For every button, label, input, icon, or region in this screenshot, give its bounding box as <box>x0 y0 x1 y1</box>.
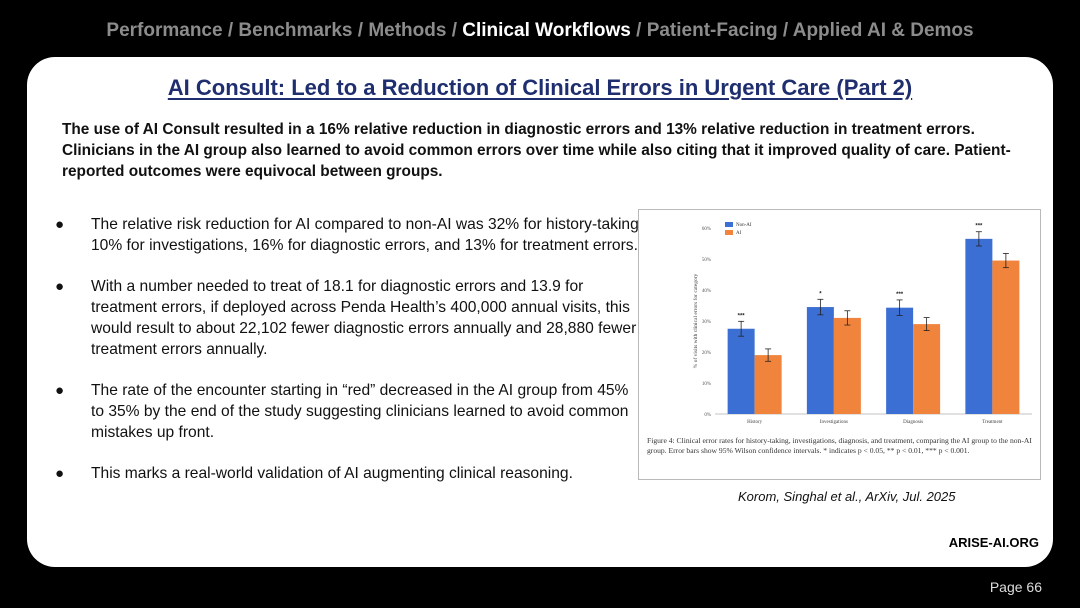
nav-separator: / <box>630 20 647 41</box>
legend-swatch-ai <box>725 230 733 235</box>
bullet-dot-icon: ● <box>55 382 65 399</box>
figure-caption: Figure 4: Clinical error rates for histo… <box>647 436 1032 455</box>
significance-label: *** <box>738 313 746 319</box>
bar-ai <box>913 324 941 414</box>
bullet-list: ● The relative risk reduction for AI comp… <box>55 214 645 504</box>
bullet-dot-icon: ● <box>55 216 65 233</box>
bullet-text: This marks a real-world validation of AI… <box>91 465 573 482</box>
x-tick-label: Treatment <box>982 420 1003 425</box>
y-tick-label: 30% <box>702 320 711 325</box>
y-tick-label: 10% <box>702 382 711 387</box>
chart-figure: 0% 10% 20% 30% 40% 50% 60% % of visits with cli… <box>638 209 1041 480</box>
bar-non-ai <box>886 307 914 414</box>
bullet-dot-icon: ● <box>55 465 65 482</box>
y-tick-label: 50% <box>702 258 711 263</box>
section-breadcrumb: Performance / Benchmarks / Methods / Cli… <box>0 20 1080 42</box>
legend-swatch-non-ai <box>725 222 733 227</box>
bullet-item: ● The relative risk reduction for AI comp… <box>55 214 645 256</box>
bar-ai <box>992 260 1020 414</box>
nav-item-benchmarks[interactable]: Benchmarks <box>238 20 353 41</box>
bullet-item: ● With a number needed to treat of 18.1 f… <box>55 276 645 360</box>
bullet-item: ● The rate of the encounter starting in “… <box>55 380 645 443</box>
nav-separator: / <box>446 20 463 41</box>
y-tick-label: 20% <box>702 351 711 356</box>
bar-ai <box>833 317 861 414</box>
legend-label: AI <box>736 231 742 236</box>
y-tick-label: 60% <box>702 227 711 232</box>
nav-item-patient-facing[interactable]: Patient-Facing <box>646 20 778 41</box>
bullet-dot-icon: ● <box>55 278 65 295</box>
legend-label: Non-AI <box>736 223 752 228</box>
page-number: Page 66 <box>989 579 1042 595</box>
significance-label: *** <box>975 224 983 230</box>
nav-item-clinical-workflows[interactable]: Clinical Workflows <box>462 20 631 41</box>
bar-non-ai <box>727 328 755 414</box>
x-tick-label: Diagnosis <box>903 420 923 425</box>
y-axis-label: % of visits with clinical errors for cat… <box>692 273 699 368</box>
bullet-item: ● This marks a real-world validation of A… <box>55 463 645 484</box>
y-tick-label: 0% <box>704 413 711 418</box>
bullet-text: The relative risk reduction for AI compa… <box>91 216 644 254</box>
bar-non-ai <box>806 307 834 414</box>
bar-ai <box>754 355 782 414</box>
y-tick-label: 40% <box>702 289 711 294</box>
bar-chart: 0% 10% 20% 30% 40% 50% 60% % of visits with cli… <box>692 222 1032 425</box>
significance-label: * <box>819 291 822 297</box>
bullet-text: The rate of the encounter starting in “r… <box>91 382 629 441</box>
slide-card: AI Consult: Led to a Reduction of Clinic… <box>27 57 1053 567</box>
slide-title: AI Consult: Led to a Reduction of Clinic… <box>167 75 913 100</box>
bar-non-ai <box>965 238 993 414</box>
brand-logo-text: ARISE-AI.ORG <box>948 535 1039 550</box>
nav-item-methods[interactable]: Methods <box>368 20 447 41</box>
significance-label: *** <box>896 292 904 298</box>
bullet-text: With a number needed to treat of 18.1 fo… <box>91 278 637 358</box>
x-tick-label: Investigations <box>820 420 848 425</box>
x-tick-label: History <box>747 420 763 425</box>
summary-paragraph: The use of AI Consult resulted in a 16% … <box>62 121 1011 180</box>
nav-separator: / <box>222 20 239 41</box>
nav-separator: / <box>777 20 793 41</box>
citation: Korom, Singhal et al., ArXiv, Jul. 2025 <box>738 489 956 504</box>
nav-separator: / <box>352 20 369 41</box>
nav-item-performance[interactable]: Performance <box>106 20 223 41</box>
nav-item-applied-ai-demos[interactable]: Applied AI & Demos <box>792 20 974 41</box>
